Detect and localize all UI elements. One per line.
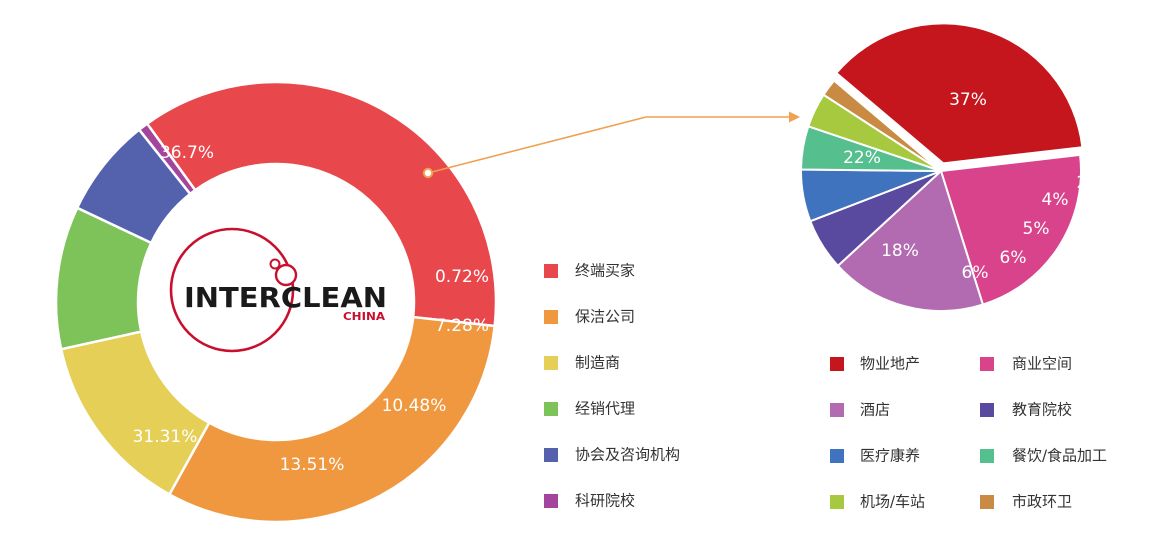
legend-item[interactable]: 商业空间 [980, 355, 1072, 373]
legend-swatch [830, 495, 844, 509]
logo-bubble-small [269, 258, 281, 270]
legend-swatch [830, 357, 844, 371]
connector-path [427, 116, 798, 174]
legend-swatch [544, 402, 558, 416]
legend-swatch [544, 494, 558, 508]
legend-item[interactable]: 机场/车站 [830, 493, 925, 511]
legend-swatch [980, 403, 994, 417]
donut-slice[interactable] [168, 315, 496, 524]
legend-label: 经销代理 [575, 400, 635, 418]
legend-swatch [830, 403, 844, 417]
legend-label: 酒店 [860, 401, 890, 419]
legend-item[interactable]: 物业地产 [830, 355, 920, 373]
donut-data-label: 7.28% [435, 316, 489, 336]
legend-swatch [544, 310, 558, 324]
pie-slice[interactable] [940, 153, 1082, 306]
pie-data-label: 6% [1000, 248, 1027, 268]
pie-slice[interactable] [835, 22, 1084, 165]
legend-label: 物业地产 [860, 355, 920, 373]
legend-label: 制造商 [575, 354, 620, 372]
pie-data-label: 4% [1042, 190, 1069, 210]
legend-label: 终端买家 [575, 262, 635, 280]
legend-label: 医疗康养 [860, 447, 920, 465]
donut-slice[interactable] [145, 80, 498, 328]
legend-swatch [980, 449, 994, 463]
legend-swatch [544, 448, 558, 462]
donut-data-label: 13.51% [280, 455, 345, 475]
legend-label: 餐饮/食品加工 [1012, 447, 1107, 465]
donut-data-label: 31.31% [133, 427, 198, 447]
pie-data-label: 2% [1077, 173, 1104, 193]
logo-main-text: INTERCLEAN [184, 281, 387, 314]
donut-chart: 36.7% 31.31% 13.51% 10.48% 7.28% 0.72% [54, 80, 498, 524]
logo-ring [169, 227, 295, 353]
legend-label: 商业空间 [1012, 355, 1072, 373]
legend-item[interactable]: 医疗康养 [830, 447, 920, 465]
legend-item[interactable]: 保洁公司 [544, 308, 635, 326]
pie-data-label: 6% [962, 263, 989, 283]
logo-sub-text: CHINA [343, 310, 386, 323]
donut-data-label: 0.72% [435, 267, 489, 287]
legend-label: 保洁公司 [575, 308, 635, 326]
legend-label: 机场/车站 [860, 493, 925, 511]
logo-bubble-large [274, 263, 298, 287]
pie-slice[interactable] [822, 79, 942, 172]
legend-swatch [980, 495, 994, 509]
legend-item[interactable]: 科研院校 [544, 492, 635, 510]
interclean-logo: INTERCLEAN CHINA [169, 227, 387, 353]
pie-slice[interactable] [836, 170, 984, 312]
legend-item[interactable]: 市政环卫 [980, 493, 1072, 511]
legend-item[interactable]: 终端买家 [544, 262, 635, 280]
legend-swatch [544, 264, 558, 278]
legend-item[interactable]: 教育院校 [980, 401, 1072, 419]
legend-item[interactable]: 餐饮/食品加工 [980, 447, 1107, 465]
legend-swatch [980, 357, 994, 371]
pie-data-label: 22% [843, 148, 881, 168]
legend-label: 科研院校 [575, 492, 635, 510]
legend-item[interactable]: 制造商 [544, 354, 620, 372]
pie-data-label: 18% [881, 241, 919, 261]
legend-item[interactable]: 经销代理 [544, 400, 635, 418]
connector-dot [422, 167, 434, 179]
pie-data-label: 5% [1023, 219, 1050, 239]
donut-slice[interactable] [137, 122, 197, 196]
legend-swatch [544, 356, 558, 370]
legend-label: 教育院校 [1012, 401, 1072, 419]
donut-data-label: 10.48% [382, 396, 447, 416]
pie-data-label: 37% [949, 90, 987, 110]
legend-item[interactable]: 酒店 [830, 401, 890, 419]
donut-data-label: 36.7% [160, 143, 214, 163]
legend-swatch [830, 449, 844, 463]
legend-label: 市政环卫 [1012, 493, 1072, 511]
pie-chart: 37% 22% 18% 6% 6% 5% 4% 2% [800, 22, 1104, 312]
connector-line [422, 111, 800, 179]
connector-arrowhead [789, 111, 800, 123]
legend-label: 协会及咨询机构 [575, 446, 680, 464]
legend-item[interactable]: 协会及咨询机构 [544, 446, 680, 464]
